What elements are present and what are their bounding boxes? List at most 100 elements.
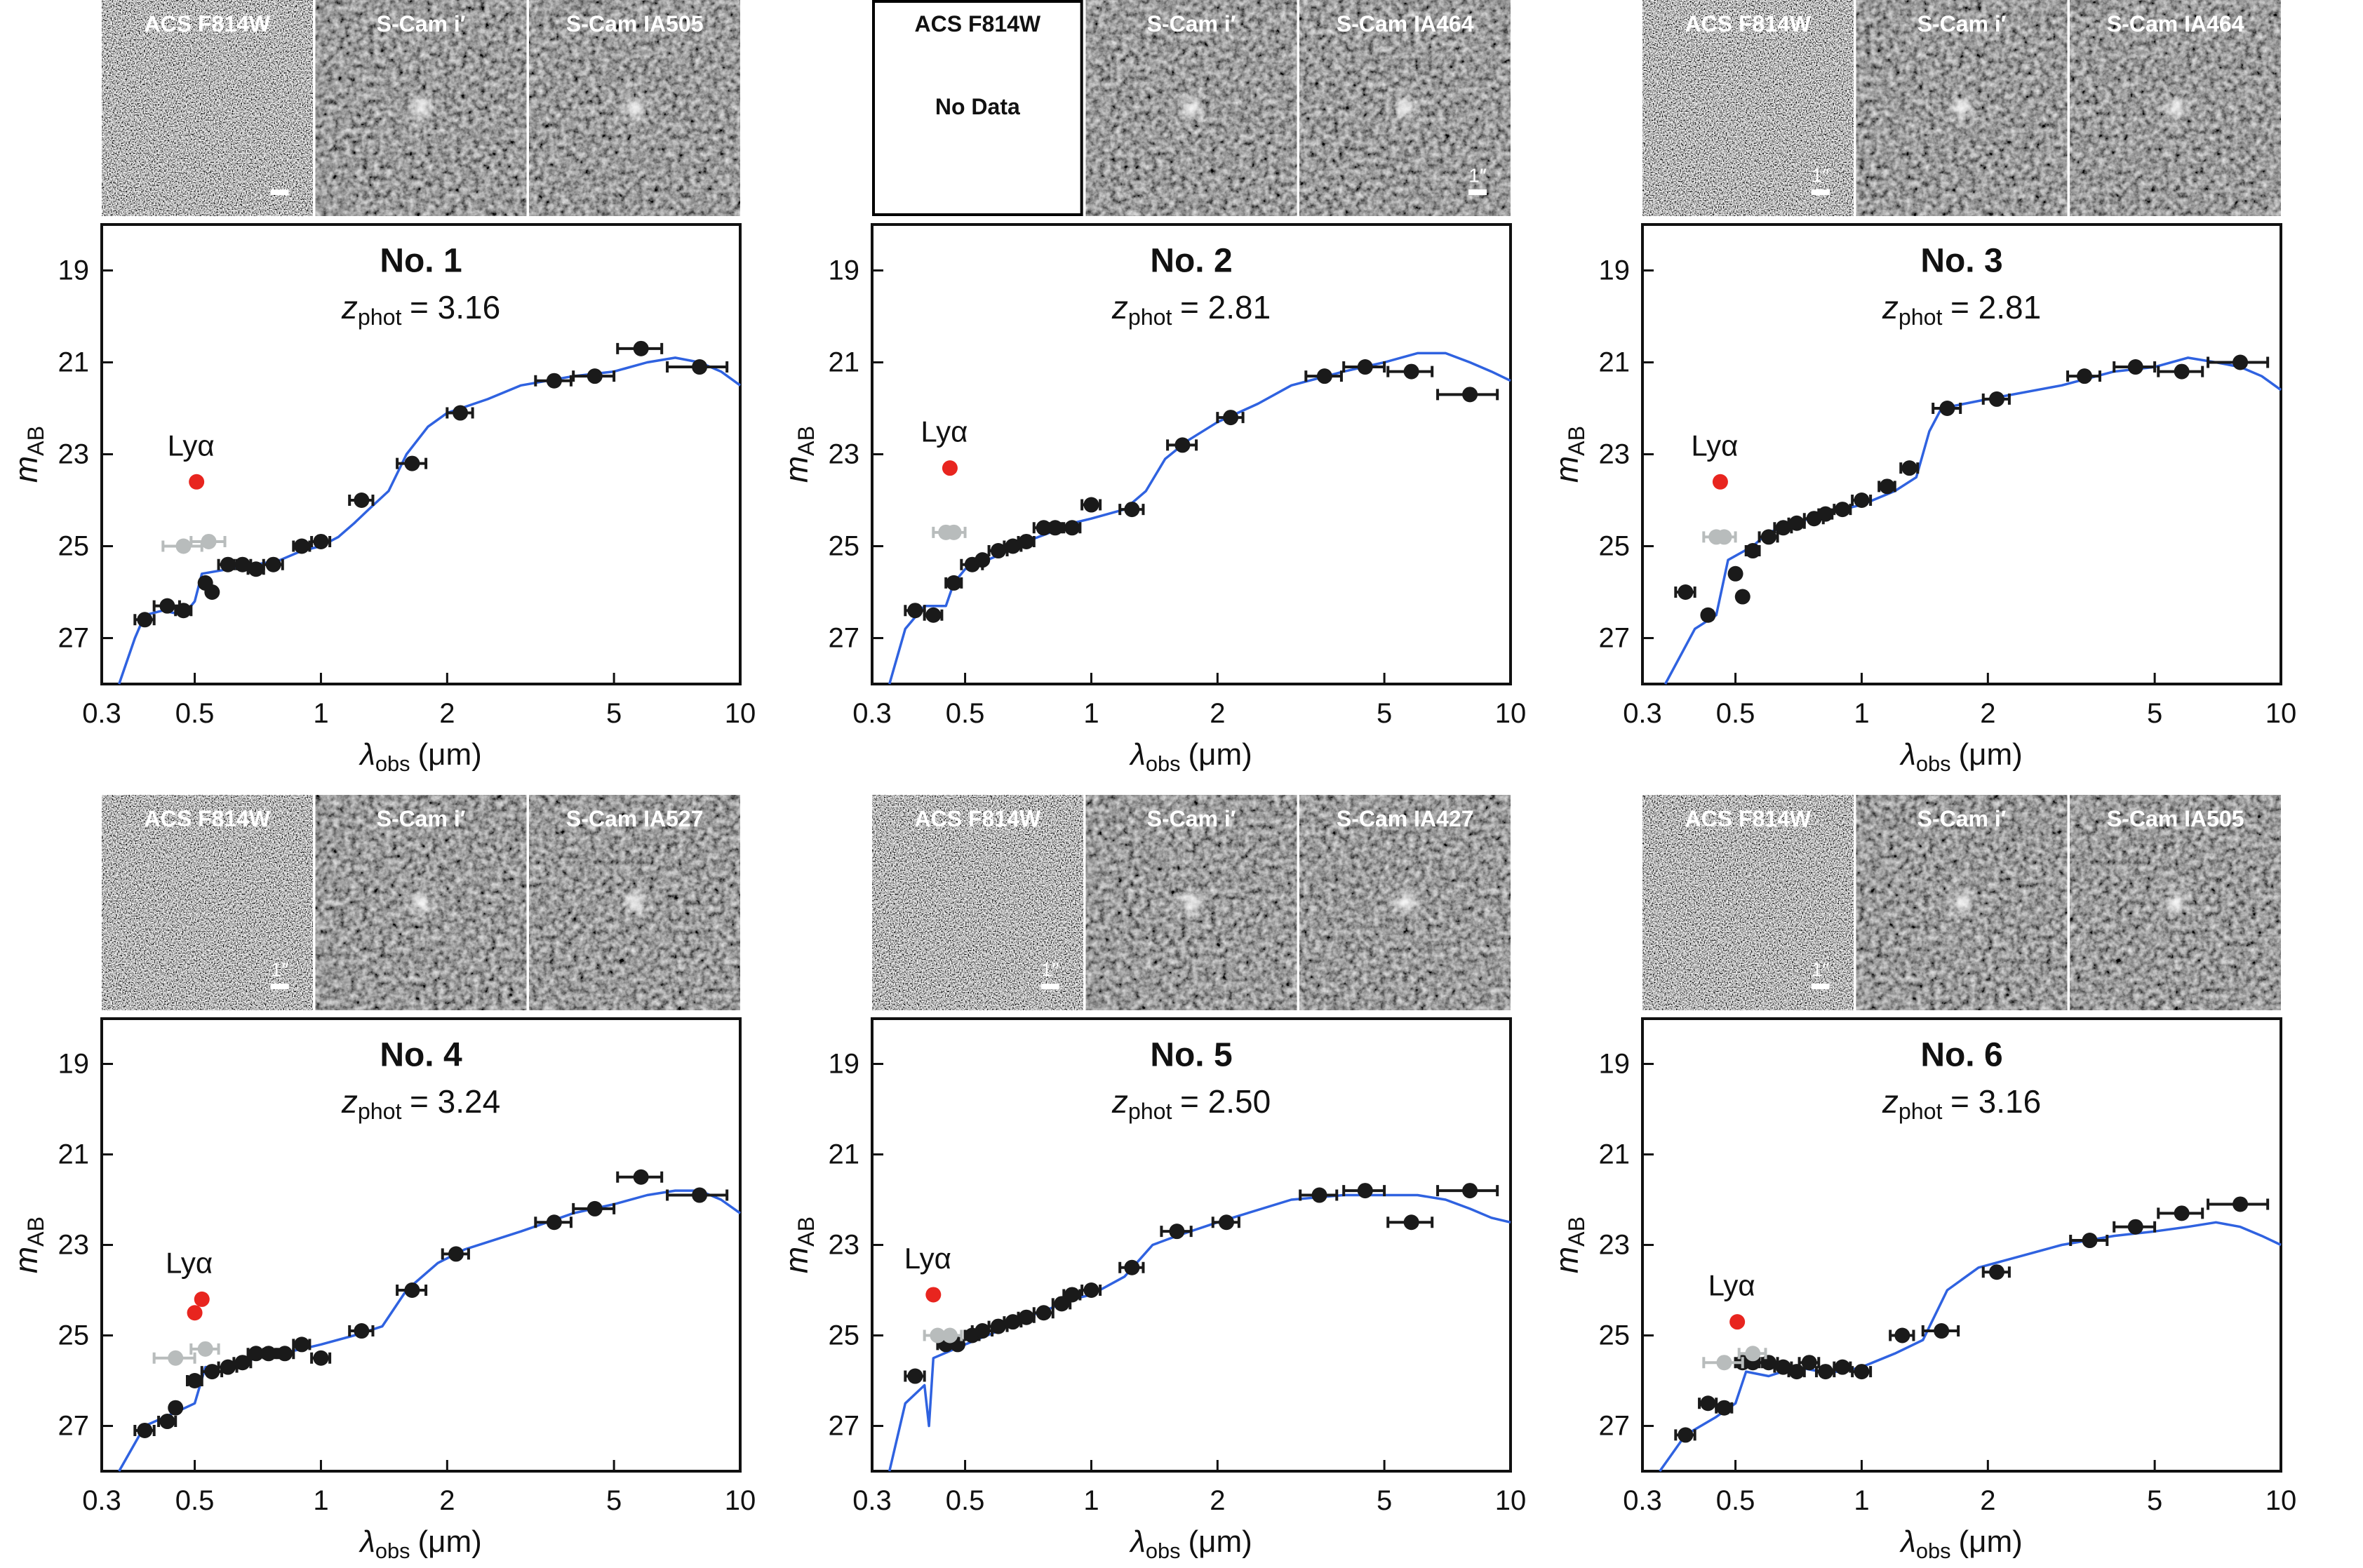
cutout-label: S-Cam IA505 [566,11,704,36]
panel-title: No. 3 [1920,243,2002,280]
data-point [1716,1355,1732,1371]
y-tick-label: 19 [1599,255,1631,286]
y-tick-label: 21 [58,347,90,378]
cutout-empty [872,0,1083,216]
data-point [2233,1196,2249,1212]
x-tick-label: 0.3 [82,1485,121,1516]
data-point [1745,1346,1761,1362]
data-point [175,603,192,619]
x-tick-label: 0.5 [1716,698,1755,729]
panel-subtitle-symbol: z [1882,1083,1899,1120]
data-point [1700,607,1716,623]
y-axis-label-subscript: AB [23,1217,48,1247]
data-point [692,1187,708,1203]
panel: ACS F814W S-Cam i′ S-Cam IA50519212325270.… [8,0,756,776]
data-point [1403,363,1419,380]
cutout-source [1396,894,1414,911]
data-point [1124,502,1140,518]
data-point [159,1414,175,1430]
sed-template [1664,356,2282,685]
x-tick-label: 2 [1980,698,1995,729]
cutout-label: ACS F814W [915,806,1041,831]
data-point [2174,363,2190,380]
data-point [354,1323,370,1339]
data-point [1462,1183,1478,1199]
data-point [1854,1364,1870,1380]
data-point [587,368,603,384]
cutout-image [102,0,313,216]
data-point [1169,1224,1185,1240]
data-point [1064,1287,1080,1303]
data-point [1854,492,1870,508]
scale-label: 1″ [1468,165,1487,187]
x-tick-label: 1 [313,698,328,729]
cutout-label: S-Cam IA527 [566,806,704,831]
data-point [137,1422,153,1438]
data-point [990,543,1006,559]
data-point [137,612,153,628]
x-axis-label-symbol: λ [359,737,375,772]
cutout-source [2167,100,2184,116]
cutout-source [626,100,643,116]
x-tick-label: 2 [439,1485,455,1516]
data-point [234,556,250,572]
y-axis-label-subscript: AB [794,1217,819,1247]
x-axis-label-subscript: obs [1146,751,1181,776]
data-point [946,575,962,591]
data-point [1083,497,1099,513]
y-axis-label: mAB [1548,426,1589,483]
data-point [942,1327,958,1343]
cutout-source [626,894,643,911]
y-tick-label: 23 [58,1230,90,1261]
data-point [2127,1219,2143,1235]
cutout-label: S-Cam i′ [1147,806,1236,831]
y-tick-label: 19 [829,255,860,286]
data-point [276,1346,293,1362]
data-point [168,1400,184,1416]
data-point [1835,1359,1851,1375]
cutout-label: S-Cam IA505 [2107,806,2244,831]
x-tick-label: 0.3 [852,698,892,729]
y-axis-label-symbol: m [1548,1247,1585,1273]
data-point [1316,368,1332,384]
y-tick-label: 25 [1599,531,1631,562]
panel-subtitle: zphot = 2.81 [1882,289,2041,330]
data-point [1054,1296,1070,1312]
panel-subtitle-text: = 3.24 [410,1083,500,1120]
cutout-label: ACS F814W [915,11,1041,36]
data-point [546,373,562,389]
panel-title: No. 6 [1920,1037,2002,1074]
data-point [1036,1305,1052,1321]
annotation: Lyα [168,429,215,462]
x-tick-label: 5 [1377,698,1392,729]
cutout-label: S-Cam IA427 [1337,806,1474,831]
cutout-source [1953,100,1970,116]
data-point [1462,387,1478,403]
data-point [1775,1359,1791,1375]
data-point [1939,401,1955,416]
x-tick-label: 0.5 [1716,1485,1755,1516]
y-axis-label-subscript: AB [1564,1217,1589,1247]
data-point [975,552,991,568]
data-point [1357,1183,1373,1199]
panel-title: No. 2 [1150,243,1232,280]
cutout-source [1183,100,1200,116]
data-point [907,603,923,619]
y-tick-label: 19 [58,255,90,286]
x-axis-label-text: (μm) [1959,737,2023,772]
data-point [1729,1314,1746,1330]
data-point [220,1359,236,1375]
data-point [2233,354,2249,370]
cutout-source [1183,894,1200,911]
data-point [204,1364,220,1380]
data-point [1788,1364,1805,1380]
y-axis-label-symbol: m [778,456,815,483]
y-tick-label: 27 [1599,623,1631,654]
y-tick-label: 25 [829,531,860,562]
x-axis-label-subscript: obs [1916,1539,1951,1563]
x-axis-label: λobs (μm) [359,1525,482,1563]
x-axis-label-symbol: λ [1129,1525,1146,1559]
x-tick-label: 5 [2147,698,2162,729]
x-tick-label: 2 [1210,698,1225,729]
